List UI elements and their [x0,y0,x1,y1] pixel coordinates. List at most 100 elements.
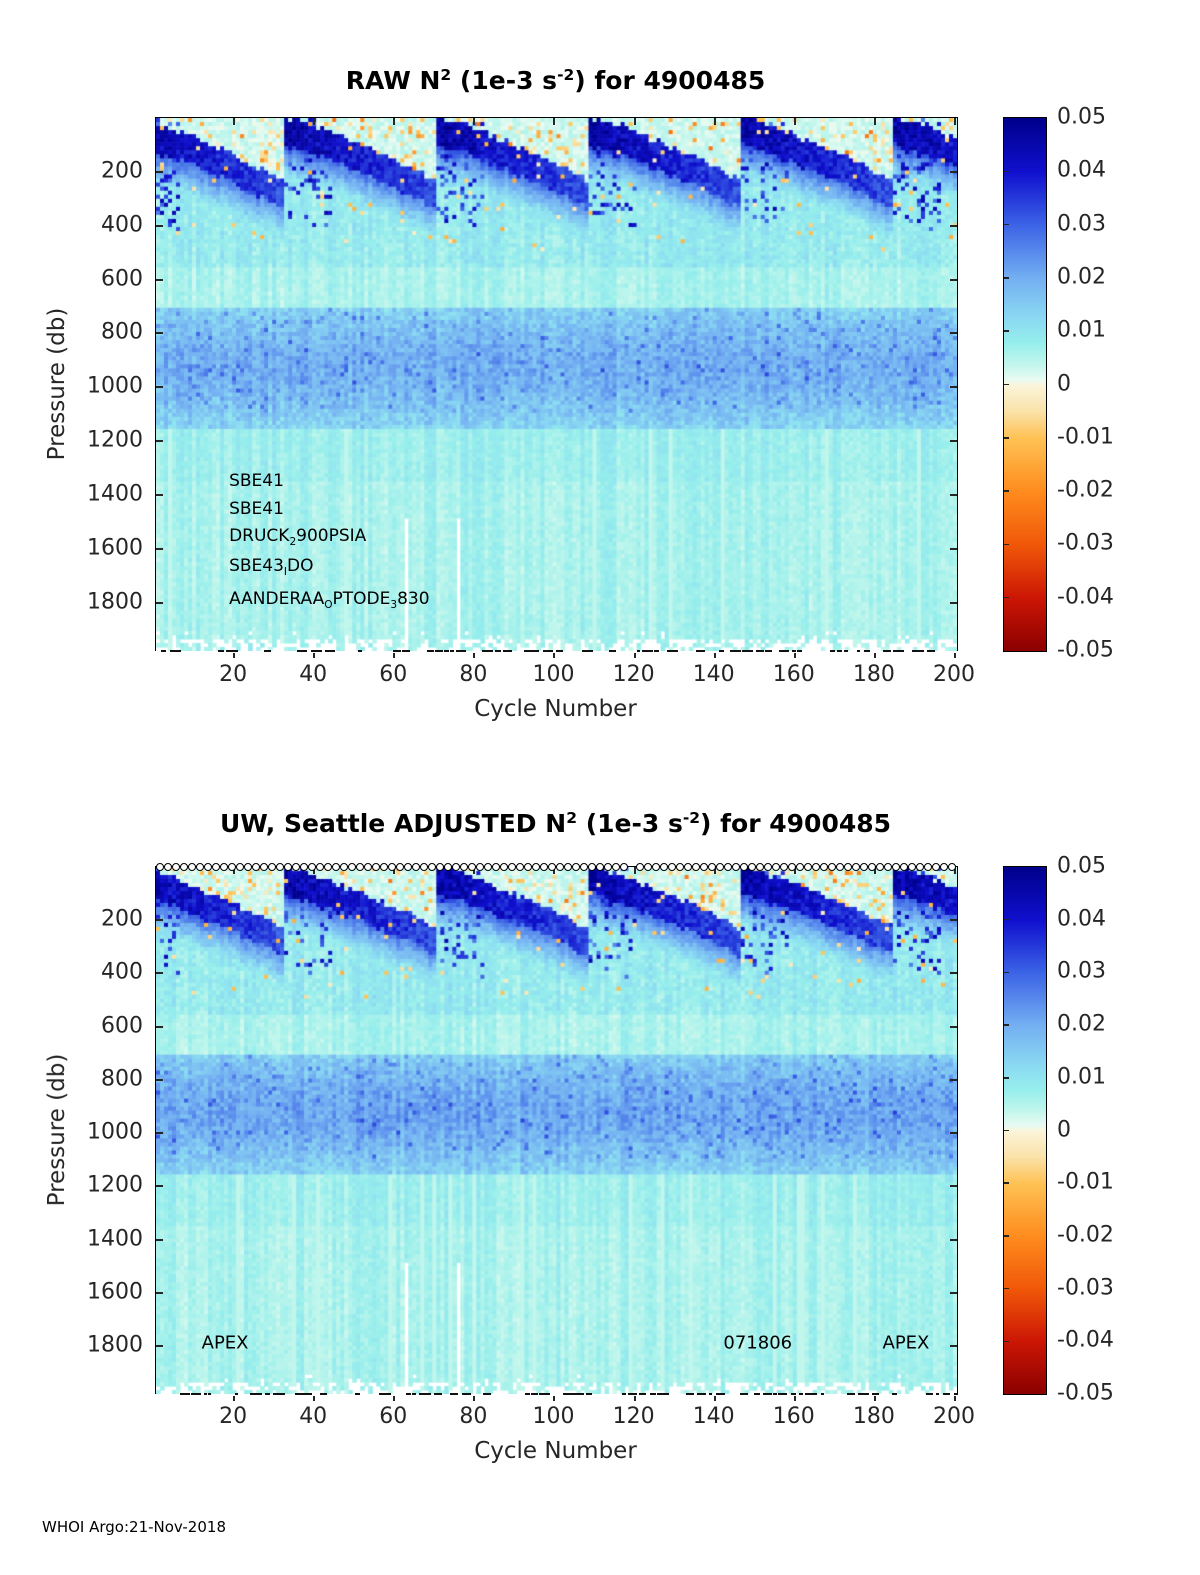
y-tick-mark-left [156,547,163,550]
sensor-annotation: AANDERAAOPTODE3830 [229,588,429,611]
x-tick-mark-top [713,867,716,874]
bottom-edge-dash [483,1392,491,1395]
cycle-marker-icon [179,862,188,871]
x-tick-label: 200 [932,662,975,687]
bottom-edge-dash [169,649,182,652]
y-tick-mark-left [156,170,163,173]
cycle-marker-icon [515,862,524,871]
cycle-marker-icon [556,862,564,871]
bottom-edge-dash [529,649,540,652]
cycle-marker-icon [163,862,172,871]
cycle-marker-icon [564,862,572,871]
cycle-marker-icon [523,862,532,871]
bottom-edge-dash [402,649,411,652]
bottom-edge-dash [207,1392,212,1395]
subscript: 3 [390,598,398,611]
text-run: 900PSIA [296,525,367,546]
colorbar-tick-label: -0.01 [1057,424,1114,450]
x-tick-mark-top [393,867,396,874]
bottom-edge-dash [858,1392,870,1395]
cycle-marker-icon [507,862,516,871]
y-tick-label: 1000 [87,373,143,399]
x-tick-mark-bottom [873,653,876,658]
text-run: SBE41 [229,498,284,519]
cycle-marker-icon [692,862,701,871]
x-axis-label: Cycle Number [474,1438,637,1464]
text-run: (1e-3 s [576,809,683,838]
colorbar-tick-label: -0.01 [1057,1169,1114,1195]
bottom-edge-dash [180,1392,191,1395]
x-tick-label: 120 [612,1404,655,1429]
y-tick-label: 200 [101,906,143,932]
cycle-marker-icon [467,862,476,871]
cycle-marker-icon [427,862,436,871]
y-tick-label: 1800 [87,589,143,615]
cycle-marker-icon [443,862,452,871]
colorbar-tick-label: -0.02 [1057,1222,1114,1248]
colorbar-tick-mark [1004,1340,1009,1343]
y-tick-mark-left [156,601,163,604]
cycle-marker-icon [459,862,468,871]
bottom-edge-dash [772,1392,778,1395]
sensor-annotation: SBE43IDO [229,556,313,578]
x-tick-mark-top [953,867,956,874]
cycle-marker-icon [668,862,677,871]
bottom-edge-dash [297,649,307,652]
subscript: O [324,598,333,611]
bottom-edge-dash [437,1392,442,1395]
cycle-marker-icon [636,862,645,871]
cycle-marker-icon [315,862,324,871]
text-run: PTODE [332,588,391,609]
bottom-edge-dash [791,649,797,652]
y-tick-label: 200 [101,158,143,184]
sensor-annotation: SBE41 [229,499,284,519]
cycle-marker-icon [419,862,428,871]
bottom-edge-dash [653,649,659,652]
bottom-edge-dash [820,1392,824,1395]
bottom-edge-dash [461,1392,471,1395]
bottom-edge-dash [843,649,849,652]
colorbar-tick-label: 0.05 [1057,853,1106,879]
cycle-marker-icon [748,862,757,871]
cycle-marker-icon [363,862,372,871]
cycle-marker-icon [275,862,284,871]
x-tick-label: 180 [852,1404,895,1429]
y-tick-mark-right [950,278,957,281]
x-tick-label: 20 [219,662,248,687]
bottom-edge-dash [320,1392,327,1395]
cycle-marker-icon [876,862,885,871]
cycle-marker-icon [900,862,909,871]
y-tick-mark-left [156,1025,163,1028]
x-tick-mark-bottom [313,1396,316,1401]
cycle-marker-icon [812,862,821,871]
y-tick-label: 1600 [87,1279,143,1305]
bottom-edge-dash [582,649,594,652]
cycle-marker-icon [283,862,292,871]
bottom-edge-dash [942,1392,951,1395]
colorbar-tick-mark [1004,1287,1009,1290]
subscript: I [283,565,288,578]
x-tick-mark-bottom [873,1396,876,1401]
cycle-marker-icon [860,862,869,871]
x-tick-mark-top [793,118,796,125]
plot-area [155,117,958,658]
colorbar [1003,866,1047,1395]
colorbar-tick-label: -0.02 [1057,477,1114,503]
x-tick-label: 140 [692,1404,735,1429]
colorbar-gradient [1004,118,1046,651]
colorbar-tick-mark [1004,971,1009,974]
y-tick-mark-right [950,170,957,173]
superscript: 2 [566,809,577,828]
bottom-edge-dash [754,1392,761,1395]
text-run: SBE43 [229,556,284,576]
bottom-edge-dash [281,1392,286,1395]
text-run: RAW N [345,66,441,95]
x-tick-mark-bottom [793,653,796,658]
bottom-edge-dash [730,649,742,652]
cycle-marker-icon [892,862,901,871]
x-tick-mark-top [313,867,316,874]
bottom-edge-dash [636,649,641,652]
x-tick-label: 20 [219,1404,248,1429]
x-tick-mark-top [633,118,636,125]
bottom-edge-dash [926,649,936,652]
